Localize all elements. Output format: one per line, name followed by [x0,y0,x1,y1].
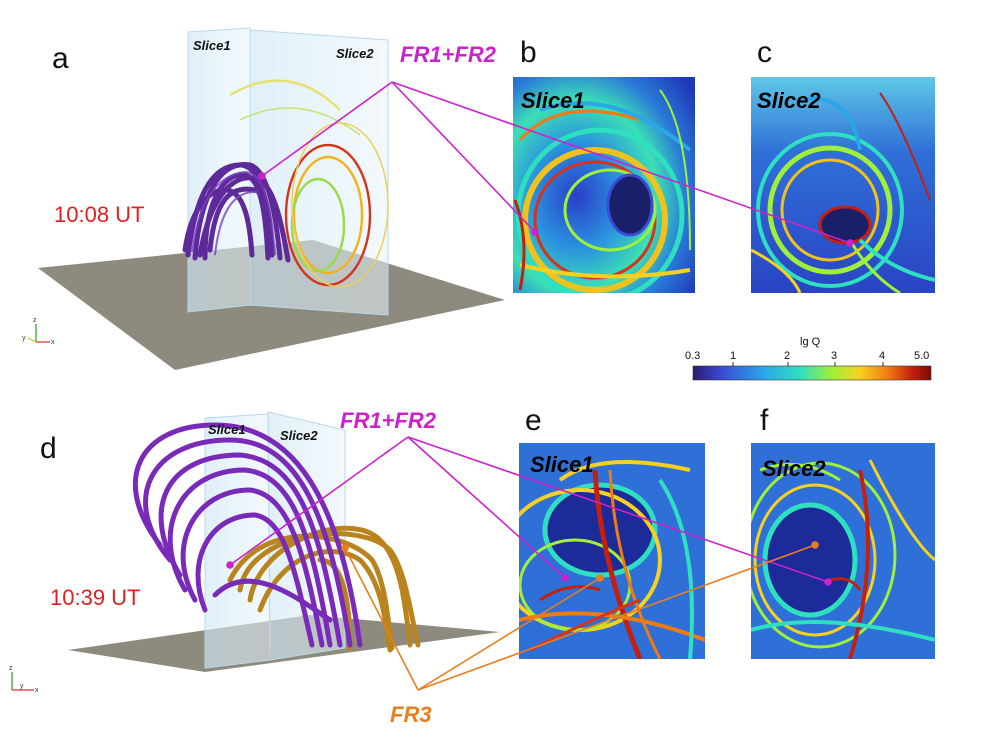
annotation-lines-fr12-bottom [226,436,832,586]
panel-d-slice2-label: Slice2 [280,428,318,443]
panel-e-slice-label: Slice1 [530,452,594,477]
colorbar-tick: 0.3 [685,350,700,362]
colorbar-gradient [692,365,932,381]
colorbar-title: lg Q [800,336,821,348]
colorbar-tick: 5.0 [914,350,929,362]
panel-c: c Slice2 [751,36,935,293]
panel-d: Slice1 Slice2 d 10:39 UT z x y [9,411,500,694]
colorbar: lg Q 0.3 1 2 3 4 5.0 [685,336,932,381]
axis-z-label: z [33,317,37,324]
colorbar-tick: 3 [831,350,837,362]
panel-d-time: 10:39 UT [50,585,141,610]
axis-triad-d: z x y [9,665,39,694]
panel-b: b Slice1 [513,36,695,293]
panel-a-slice1-label: Slice1 [193,38,231,53]
axis-y-label: y [20,683,24,690]
panel-b-letter: b [520,36,537,69]
panel-a: Slice1 Slice2 a 10:08 UT z x y [22,27,505,370]
panel-f: f Slice2 [751,404,935,659]
flux-rope-fr12-d [132,422,363,648]
panel-c-letter: c [757,36,772,69]
panel-f-letter: f [760,404,769,437]
axis-z-label: z [9,665,13,672]
colorbar-tick: 1 [730,350,736,362]
fr12-label-bottom: FR1+FR2 [340,408,437,433]
panel-a-slice2-label: Slice2 [336,46,374,61]
annotation-lines-fr12-top [258,81,854,247]
panel-f-slice-label: Slice2 [762,456,826,481]
panel-c-slice-label: Slice2 [757,88,821,113]
axis-x-label: x [35,687,39,694]
panel-e-letter: e [525,404,542,437]
slice1-plane [204,413,271,669]
panel-d-slice1-label: Slice1 [208,422,246,437]
annotation-lines-fr3 [341,541,819,691]
panel-a-letter: a [52,42,69,75]
panel-d-letter: d [40,432,57,465]
panel-b-slice-label: Slice1 [521,88,585,113]
colorbar-ticks: 0.3 1 2 3 4 5.0 [685,350,929,366]
colorbar-tick: 4 [879,350,885,362]
fr3-label: FR3 [390,702,432,727]
panel-a-time: 10:08 UT [54,202,145,227]
axis-y-label: y [22,335,26,342]
axis-x-label: x [51,339,55,346]
slice-contours [229,79,389,288]
colorbar-tick: 2 [784,350,790,362]
flux-rope-fr12-a [182,162,291,263]
axis-triad-a: z x y [22,317,55,346]
fr12-label-top: FR1+FR2 [400,42,497,67]
